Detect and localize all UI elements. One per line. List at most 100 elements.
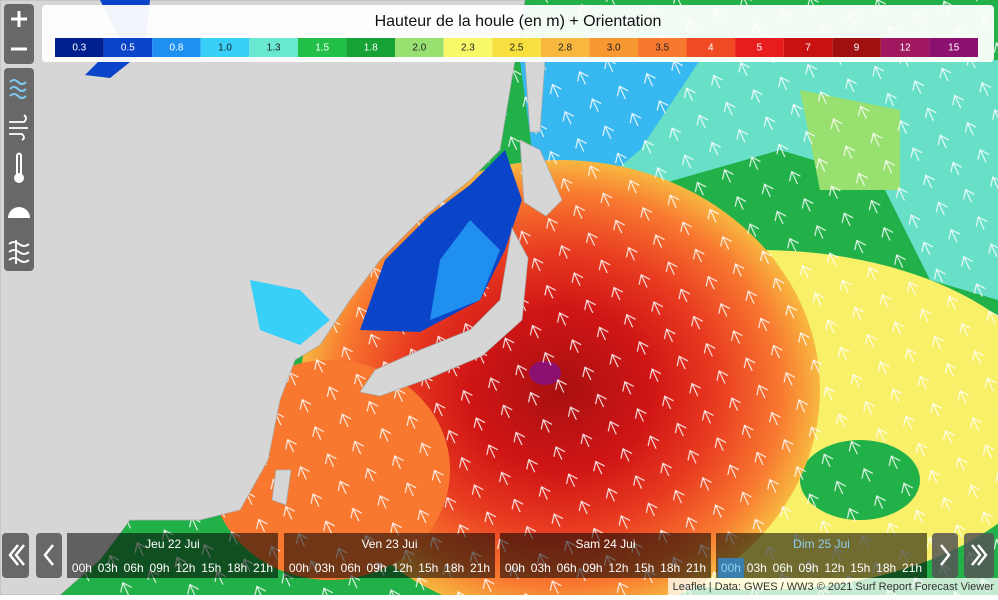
- legend-label: 1.0: [218, 43, 232, 54]
- prev-icon: [43, 544, 54, 566]
- legend-swatch: [492, 38, 541, 57]
- legend-swatch: [880, 38, 930, 57]
- hour-label[interactable]: 00h: [721, 561, 741, 575]
- legend-label: 0.8: [169, 43, 183, 54]
- hour-label[interactable]: 03h: [315, 561, 335, 575]
- legend-label: 0.3: [72, 43, 86, 54]
- hour-label[interactable]: 03h: [98, 561, 118, 575]
- land: [0, 0, 563, 596]
- legend-label: 4: [708, 43, 714, 54]
- hour-label[interactable]: 06h: [341, 561, 361, 575]
- swell-layer[interactable]: [9, 79, 27, 99]
- day-label: Dim 25 Jui: [793, 537, 850, 551]
- day-panel: [500, 533, 711, 578]
- legend-swatch: [395, 38, 444, 57]
- temperature-bulb: [14, 173, 24, 183]
- hour-label[interactable]: 06h: [557, 561, 577, 575]
- hour-label[interactable]: 09h: [799, 561, 819, 575]
- prev-button[interactable]: [36, 533, 62, 578]
- first-icon: [8, 544, 25, 566]
- legend-swatch: [249, 38, 298, 57]
- hour-label[interactable]: 12h: [175, 561, 195, 575]
- day-panel: [716, 533, 927, 578]
- last-icon: [971, 544, 988, 566]
- hour-selected: [718, 558, 744, 578]
- legend-swatch: [152, 38, 201, 57]
- hour-label[interactable]: 09h: [583, 561, 603, 575]
- hour-label[interactable]: 15h: [850, 561, 870, 575]
- hour-label[interactable]: 18h: [660, 561, 680, 575]
- hour-label[interactable]: 00h: [505, 561, 525, 575]
- legend-swatch: [200, 38, 250, 57]
- hour-label[interactable]: 18h: [444, 561, 464, 575]
- hour-label[interactable]: 09h: [150, 561, 170, 575]
- hour-label[interactable]: 00h: [72, 561, 92, 575]
- hour-label[interactable]: 15h: [634, 561, 654, 575]
- legend-label: 1.3: [267, 43, 281, 54]
- legend-swatch: [103, 38, 153, 57]
- legend-label: 2.8: [558, 43, 572, 54]
- hour-label[interactable]: 12h: [608, 561, 628, 575]
- legend-swatch: [929, 38, 978, 57]
- legend-label: 0.5: [121, 43, 135, 54]
- layer-control: [4, 68, 34, 271]
- hour-label[interactable]: 06h: [773, 561, 793, 575]
- legend-swatch: [346, 38, 396, 57]
- next-icon: [940, 544, 951, 566]
- zoom-in[interactable]: [11, 11, 27, 27]
- period-layer[interactable]: [8, 240, 30, 264]
- legend-swatch: [540, 38, 590, 57]
- hour-label[interactable]: 18h: [876, 561, 896, 575]
- legend-label: 2.3: [461, 43, 475, 54]
- hour-label[interactable]: 21h: [470, 561, 490, 575]
- legend-label: 5: [757, 43, 763, 54]
- hour-label[interactable]: 21h: [902, 561, 922, 575]
- toolbar: [4, 4, 34, 271]
- temperature-layer[interactable]: [16, 152, 22, 176]
- legend-swatch: [832, 38, 881, 57]
- legend-swatch: [297, 38, 347, 57]
- legend-label: 1.8: [364, 43, 378, 54]
- hour-label[interactable]: 15h: [418, 561, 438, 575]
- legend-label: 15: [948, 43, 960, 54]
- hour-label[interactable]: 03h: [747, 561, 767, 575]
- legend-swatch: [637, 38, 687, 57]
- hour-label[interactable]: 18h: [227, 561, 247, 575]
- hour-label[interactable]: 12h: [392, 561, 412, 575]
- legend-swatch: [735, 38, 784, 57]
- legend-label: 7: [805, 43, 811, 54]
- day-panel: [67, 533, 278, 578]
- legend-swatch: [783, 38, 833, 57]
- legend-swatch: [686, 38, 736, 57]
- hour-label[interactable]: 12h: [824, 561, 844, 575]
- legend: Hauteur de la houle (en m) + Orientation…: [42, 5, 994, 62]
- next-button[interactable]: [932, 533, 958, 578]
- attribution-box: [668, 578, 998, 595]
- day-panel: [284, 533, 495, 578]
- legend-label: 1.5: [315, 43, 329, 54]
- hour-label[interactable]: 00h: [289, 561, 309, 575]
- hour-label[interactable]: 15h: [201, 561, 221, 575]
- hour-label[interactable]: 09h: [367, 561, 387, 575]
- legend-label: 2.0: [412, 43, 426, 54]
- legend-swatch: [589, 38, 638, 57]
- pressure-layer[interactable]: [8, 207, 30, 218]
- legend-label: 2.5: [510, 43, 524, 54]
- attribution: Leaflet | Data: GWES / WW3 © 2021 Surf R…: [673, 581, 995, 593]
- hour-label[interactable]: 06h: [124, 561, 144, 575]
- legend-label: 3.0: [607, 43, 621, 54]
- hour-label[interactable]: 21h: [253, 561, 273, 575]
- legend-title: Hauteur de la houle (en m) + Orientation: [375, 13, 662, 30]
- wind-layer[interactable]: [9, 114, 28, 141]
- day-label: Ven 23 Jui: [361, 537, 417, 551]
- day-label: Jeu 22 Jui: [145, 537, 200, 551]
- hour-label[interactable]: 03h: [531, 561, 551, 575]
- legend-label: 3.5: [655, 43, 669, 54]
- legend-swatch: [443, 38, 493, 57]
- legend-label: 12: [900, 43, 912, 54]
- hour-label[interactable]: 21h: [686, 561, 706, 575]
- day-label: Sam 24 Jui: [575, 537, 635, 551]
- timeline: Jeu 22 Jui 00h 03h 06h 09h 12h 15h 18h 21h Ven 23…: [2, 533, 994, 578]
- legend-label: 9: [854, 43, 860, 54]
